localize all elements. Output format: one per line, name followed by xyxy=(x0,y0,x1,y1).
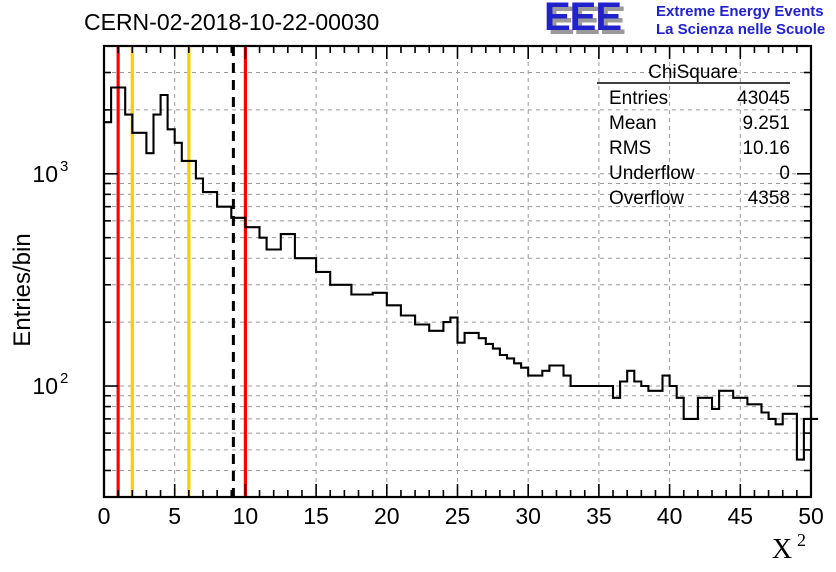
eee-logo-line2: La Scienza nelle Scuole xyxy=(656,21,825,38)
stats-row-value: 0 xyxy=(779,163,790,184)
x-tick-label: 35 xyxy=(586,503,612,529)
x-tick-label: 0 xyxy=(98,503,111,529)
x-tick-label: 15 xyxy=(303,503,329,529)
x-tick-label: 50 xyxy=(798,503,824,529)
eee-logo-line1: Extreme Energy Events xyxy=(656,3,824,20)
x-axis-ticks: 0 5 10 15 20 25 30 35 40 45 50 xyxy=(98,46,824,529)
stats-row-label: Entries xyxy=(609,88,668,109)
stats-row-value: 9.251 xyxy=(742,113,790,134)
stats-row-value: 4358 xyxy=(748,188,790,209)
y-tick-label-exponent: 3 xyxy=(60,158,68,175)
x-tick-label: 5 xyxy=(168,503,181,529)
x-tick-label: 40 xyxy=(657,503,683,529)
histogram-curve-layer xyxy=(102,86,819,497)
stats-row-value: 10.16 xyxy=(742,138,790,159)
page-title: CERN-02-2018-10-22-00030 xyxy=(84,9,379,35)
x-tick-label: 30 xyxy=(515,503,541,529)
eee-logo-mark: EEE xyxy=(544,0,621,39)
stats-row-label: Underflow xyxy=(609,163,695,184)
y-axis-label: Entries/bin xyxy=(9,233,36,346)
histogram-outline xyxy=(102,86,819,497)
x-axis-label: X xyxy=(772,534,792,565)
y-tick-label: 10 xyxy=(32,373,58,399)
eee-logo: EEE EEE Extreme Energy Events La Scienza… xyxy=(544,0,825,43)
y-tick-label: 10 xyxy=(32,161,58,187)
stats-header: ChiSquare xyxy=(648,62,738,83)
x-axis-label-sup: 2 xyxy=(797,530,806,550)
x-tick-label: 20 xyxy=(374,503,400,529)
x-tick-label: 25 xyxy=(445,503,471,529)
stats-row-label: Overflow xyxy=(609,188,684,209)
stats-rows: Entries 43045 Mean 9.251 RMS 10.16 Underflow 0 O… xyxy=(609,88,790,209)
y-tick-label-exponent: 2 xyxy=(60,370,68,387)
x-tick-label: 10 xyxy=(233,503,259,529)
eee-logo-shadow: EEE xyxy=(548,0,625,43)
stats-row-value: 43045 xyxy=(737,88,790,109)
stats-row-label: RMS xyxy=(609,138,651,159)
stats-row-label: Mean xyxy=(609,113,657,134)
stats-box[interactable]: ChiSquare Entries 43045 Mean 9.251 RMS 10.16 U… xyxy=(597,62,790,209)
x-tick-label: 45 xyxy=(728,503,754,529)
